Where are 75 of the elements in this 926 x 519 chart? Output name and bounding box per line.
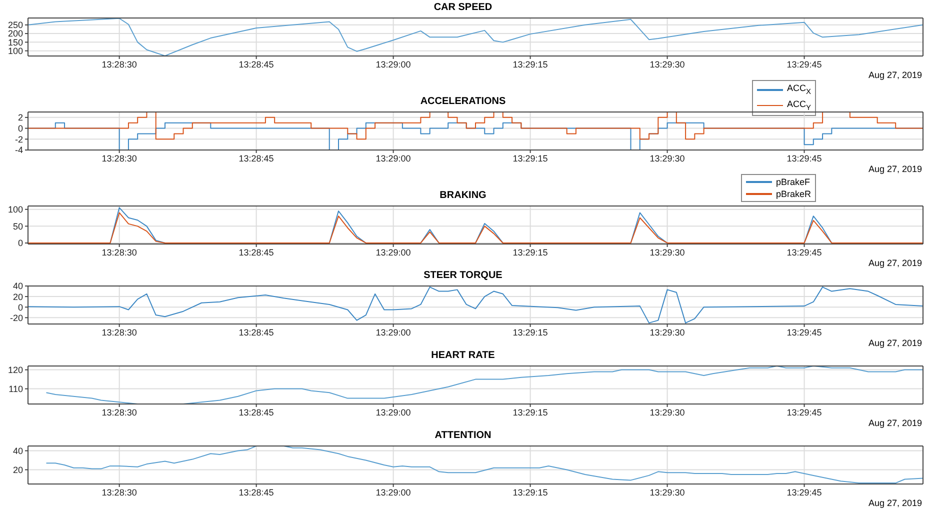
legend-label: pBrakeR (776, 188, 811, 200)
y-tick-label: -4 (14, 145, 23, 156)
x-tick-label: 13:28:30 (102, 327, 137, 338)
x-tick-label: 13:29:30 (650, 407, 685, 418)
x-tick-label: 13:29:00 (376, 487, 411, 498)
chart-title: ATTENTION (434, 429, 492, 442)
legend-label: pBrakeF (776, 176, 810, 188)
x-tick-label: 13:29:45 (786, 327, 822, 338)
text: Aug 27, 2019 (868, 418, 922, 428)
x-tick-label: 13:29:15 (512, 59, 548, 70)
y-tick-label: 40 (12, 281, 23, 292)
y-tick-label: 2 (18, 112, 23, 123)
x-tick-label: 13:28:30 (102, 407, 137, 418)
y-tick-label: 50 (12, 221, 23, 232)
x-tick-label: 13:29:45 (786, 59, 822, 70)
x-tick-label: 13:28:45 (238, 327, 274, 338)
x-tick-label: 13:29:15 (512, 407, 548, 418)
chart-title: ACCELERATIONS (420, 96, 506, 107)
chart-title: HEART RATE (430, 349, 496, 362)
text: Aug 27, 2019 (868, 498, 922, 508)
y-tick-label: 0 (18, 302, 23, 312)
y-tick-label: 0 (18, 238, 23, 248)
y-tick-label: 40 (12, 446, 23, 456)
chart-title: CAR SPEED (432, 1, 494, 14)
x-tick-label: 13:28:30 (102, 487, 137, 498)
line-series (46, 446, 923, 484)
line-series (46, 366, 923, 404)
x-tick-label: 13:29:45 (786, 153, 822, 164)
y-tick-label: 250 (8, 20, 23, 30)
x-tick-label: 13:28:30 (102, 59, 137, 70)
y-tick-label: 200 (8, 28, 23, 39)
text: Aug 27, 2019 (868, 338, 922, 348)
chart-title: BRAKING (440, 190, 486, 201)
y-tick-label: -2 (14, 134, 23, 144)
y-tick-label: 0 (18, 123, 23, 134)
x-tick-label: 13:29:00 (376, 153, 411, 164)
x-tick-label: 13:28:45 (238, 407, 274, 418)
x-tick-label: 13:28:45 (238, 247, 274, 258)
x-tick-label: 13:28:30 (102, 153, 137, 164)
x-tick-label: 13:29:15 (512, 487, 548, 498)
x-tick-label: 13:29:45 (786, 247, 822, 258)
x-tick-label: 13:28:45 (238, 59, 274, 70)
chart-title: STEER TORQUE (422, 269, 504, 282)
text: Aug 27, 2019 (868, 70, 922, 80)
x-tick-label: 13:29:30 (650, 487, 685, 498)
x-tick-label: 13:28:45 (238, 487, 274, 498)
x-tick-label: 13:28:30 (102, 247, 137, 258)
x-tick-label: 13:29:30 (650, 247, 685, 258)
legend-label: ACC$_{Y}$ (786, 98, 811, 114)
y-tick-label: 150 (8, 37, 23, 48)
x-tick-label: 13:29:15 (512, 327, 548, 338)
y-tick-label: 100 (8, 46, 23, 56)
x-tick-label: 13:29:30 (650, 327, 685, 338)
y-tick-label: 120 (8, 364, 23, 375)
x-tick-label: 13:29:00 (376, 59, 411, 70)
y-tick-label: -20 (10, 312, 23, 323)
x-tick-label: 13:29:00 (376, 247, 411, 258)
y-tick-label: 110 (8, 384, 23, 394)
y-tick-label: 20 (12, 292, 23, 302)
y-tick-label: 20 (12, 464, 23, 475)
line-series (28, 286, 923, 324)
text: Aug 27, 2019 (868, 164, 922, 174)
x-tick-label: 13:29:45 (786, 407, 822, 418)
y-tick-label: 100 (8, 204, 23, 215)
x-tick-label: 13:28:45 (238, 153, 274, 164)
x-tick-label: 13:29:00 (376, 327, 411, 338)
x-tick-label: 13:29:45 (786, 487, 822, 498)
text: Aug 27, 2019 (868, 258, 922, 268)
x-tick-label: 13:29:00 (376, 407, 411, 418)
line-series (28, 18, 923, 56)
x-tick-label: 13:29:30 (650, 59, 685, 70)
x-tick-label: 13:29:15 (512, 153, 548, 164)
legend-label: ACC$_{X}$ (786, 82, 811, 98)
x-tick-label: 13:29:15 (512, 247, 548, 258)
x-tick-label: 13:29:30 (650, 153, 685, 164)
